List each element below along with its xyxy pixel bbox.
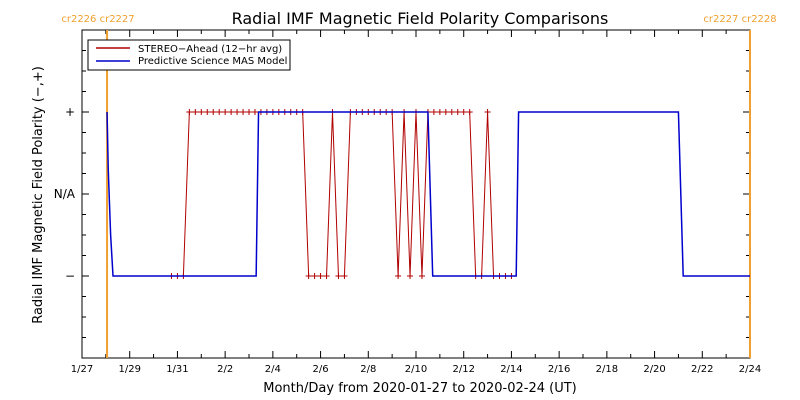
x-tick-label: 2/12 bbox=[452, 364, 474, 375]
carrington-lines bbox=[106, 30, 751, 358]
y-tick-label: N/A bbox=[54, 187, 76, 201]
x-axis-label: Month/Day from 2020-01-27 to 2020-02-24 … bbox=[263, 381, 576, 396]
x-tick-label: 2/2 bbox=[217, 364, 233, 375]
x-tick-label: 2/4 bbox=[265, 364, 281, 375]
legend: STEREO−Ahead (12−hr avg) Predictive Scie… bbox=[87, 39, 291, 71]
x-tick-label: 2/22 bbox=[691, 364, 713, 375]
x-tick-label: 2/20 bbox=[643, 364, 665, 375]
x-tick-label: 2/18 bbox=[596, 364, 618, 375]
x-tick-label: 1/31 bbox=[166, 364, 188, 375]
legend-label-stereo: STEREO−Ahead (12−hr avg) bbox=[138, 44, 282, 55]
y-tick-label: + bbox=[65, 105, 75, 119]
x-tick-label: 2/16 bbox=[548, 364, 570, 375]
x-tick-label: 2/24 bbox=[739, 364, 761, 375]
carrington-label-right: cr2227 cr2228 bbox=[703, 14, 776, 25]
legend-label-model: Predictive Science MAS Model bbox=[138, 56, 287, 67]
chart-title: Radial IMF Magnetic Field Polarity Compa… bbox=[232, 9, 609, 28]
legend-box bbox=[87, 39, 291, 71]
series-layer bbox=[106, 109, 750, 279]
y-axis-ticks: − N/A + bbox=[54, 29, 750, 359]
y-axis-label: Radial IMF Magnetic Field Polarity (−,+) bbox=[31, 66, 46, 324]
x-tick-label: 1/29 bbox=[118, 364, 140, 375]
x-tick-label: 2/14 bbox=[500, 364, 522, 375]
x-tick-label: 1/27 bbox=[71, 364, 93, 375]
x-tick-label: 2/8 bbox=[360, 364, 376, 375]
series-line-model bbox=[106, 111, 750, 277]
plot-frame bbox=[81, 29, 751, 359]
x-tick-label: 2/6 bbox=[313, 364, 329, 375]
x-tick-label: 2/10 bbox=[405, 364, 427, 375]
carrington-label-left: cr2226 cr2227 bbox=[61, 14, 134, 25]
series-line-stereo bbox=[171, 111, 512, 277]
y-tick-label: − bbox=[65, 269, 75, 283]
x-axis-ticks: 1/27 1/29 1/31 2/2 2/4 2/6 2/8 2/10 2/12 2/14 2/16… bbox=[71, 30, 761, 375]
